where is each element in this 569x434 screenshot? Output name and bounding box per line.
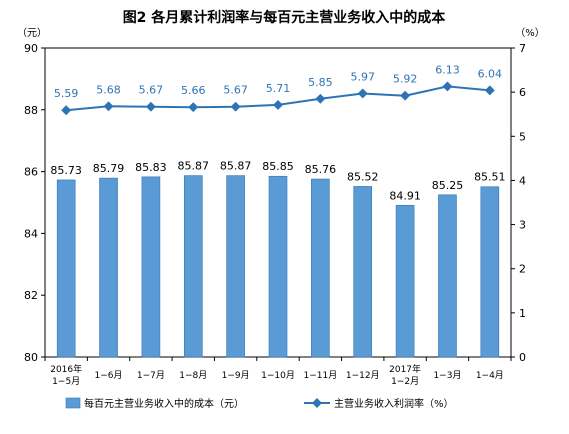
right-axis-tick-label: 3 [519, 219, 526, 232]
line-data-label: 5.92 [393, 73, 418, 86]
right-axis-unit: （%） [515, 27, 545, 39]
legend-bar-label: 每百元主营业务收入中的成本（元） [84, 397, 244, 410]
line-data-label: 5.67 [139, 84, 164, 97]
x-axis-tick-label: 1−6月 [95, 370, 123, 381]
x-axis-tick-label: 2017年 [389, 363, 421, 375]
left-axis-unit: （元） [17, 27, 47, 39]
line-point [61, 105, 72, 116]
right-axis-tick-label: 5 [519, 130, 526, 143]
right-axis-tick-label: 7 [519, 42, 526, 55]
left-axis-tick-label: 80 [24, 351, 38, 364]
line-data-label: 5.59 [54, 87, 79, 100]
line-point [484, 85, 495, 96]
line-point [400, 90, 411, 101]
bar-data-label: 85.52 [347, 170, 379, 183]
left-axis-tick-label: 86 [24, 166, 38, 179]
x-axis-tick-label: 1−12月 [346, 370, 380, 381]
legend-bar-swatch [65, 397, 81, 409]
bar-data-label: 85.85 [262, 160, 294, 173]
x-axis-tick-label: 2016年 [50, 363, 82, 375]
chart-title: 图2 各月累计利润率与每百元主营业务收入中的成本 [123, 9, 447, 26]
right-axis-tick-label: 4 [519, 174, 526, 187]
x-axis-tick-label: 1−3月 [433, 370, 461, 381]
bar [395, 204, 415, 358]
right-axis-tick-label: 2 [519, 263, 526, 276]
line-point [188, 102, 199, 113]
left-axis-tick-label: 90 [24, 42, 38, 55]
bar-data-label: 85.25 [432, 179, 464, 192]
line-point [145, 101, 156, 112]
left-axis-tick-label: 88 [24, 104, 38, 117]
x-axis-tick-label: 1−9月 [222, 370, 250, 381]
x-axis-tick-label: 1−7月 [137, 370, 165, 381]
bar [268, 175, 288, 358]
bar-data-label: 85.79 [93, 162, 125, 175]
line-data-label: 5.85 [308, 76, 333, 89]
line-data-label: 6.04 [478, 67, 503, 80]
line-point [103, 101, 114, 112]
right-axis-tick-label: 0 [519, 351, 526, 364]
line-data-label: 6.13 [435, 63, 460, 76]
bar-data-label: 85.73 [50, 164, 82, 177]
x-axis-tick-label: 1−2月 [391, 376, 419, 387]
bar [438, 194, 457, 358]
x-axis-tick-label: 1−11月 [303, 370, 337, 381]
bar-data-label: 85.87 [220, 160, 252, 173]
x-axis-tick-label: 1−4月 [476, 370, 504, 381]
bar [56, 179, 76, 358]
line-point [230, 101, 241, 112]
line-point [357, 88, 368, 99]
bar [480, 186, 500, 358]
bar-data-label: 84.91 [389, 189, 421, 202]
line-data-label: 5.97 [350, 70, 375, 83]
bar [226, 175, 245, 358]
bar-data-label: 85.76 [305, 163, 337, 176]
line-point [315, 93, 326, 104]
line-data-label: 5.68 [96, 83, 121, 96]
legend: 每百元主营业务收入中的成本（元） 主营业务收入利润率（%） [65, 397, 454, 410]
bar [99, 177, 118, 358]
bar [311, 178, 330, 358]
x-axis-tick-label: 1−10月 [261, 370, 295, 381]
line-data-label: 5.66 [181, 84, 206, 97]
bar-data-label: 85.87 [178, 160, 210, 173]
legend-line-label: 主营业务收入利润率（%） [334, 397, 454, 410]
bar-data-label: 85.51 [474, 171, 506, 184]
bar [141, 176, 161, 358]
bar [353, 186, 373, 358]
x-axis-tick-label: 1−5月 [52, 376, 80, 387]
line-data-label: 5.71 [266, 82, 291, 95]
x-axis-tick-label: 1−8月 [179, 370, 207, 381]
bar-data-label: 85.83 [135, 161, 167, 174]
legend-line-marker [312, 398, 322, 408]
bar [183, 175, 203, 358]
line-point [442, 81, 453, 92]
left-axis-tick-label: 84 [24, 227, 38, 240]
line-data-label: 5.67 [223, 84, 248, 97]
left-axis-tick-label: 82 [24, 289, 38, 302]
right-axis-tick-label: 6 [519, 86, 526, 99]
right-axis-tick-label: 1 [519, 307, 526, 320]
line-point [273, 99, 283, 110]
